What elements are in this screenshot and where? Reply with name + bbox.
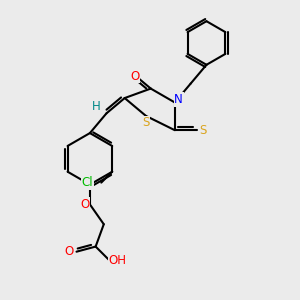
Text: OH: OH: [109, 254, 127, 267]
Text: O: O: [64, 245, 73, 258]
Text: Cl: Cl: [82, 176, 93, 189]
Text: S: S: [199, 124, 206, 137]
Text: O: O: [130, 70, 140, 83]
Text: N: N: [174, 93, 183, 106]
Text: S: S: [142, 116, 150, 129]
Text: O: O: [80, 198, 90, 211]
Text: H: H: [92, 100, 101, 113]
